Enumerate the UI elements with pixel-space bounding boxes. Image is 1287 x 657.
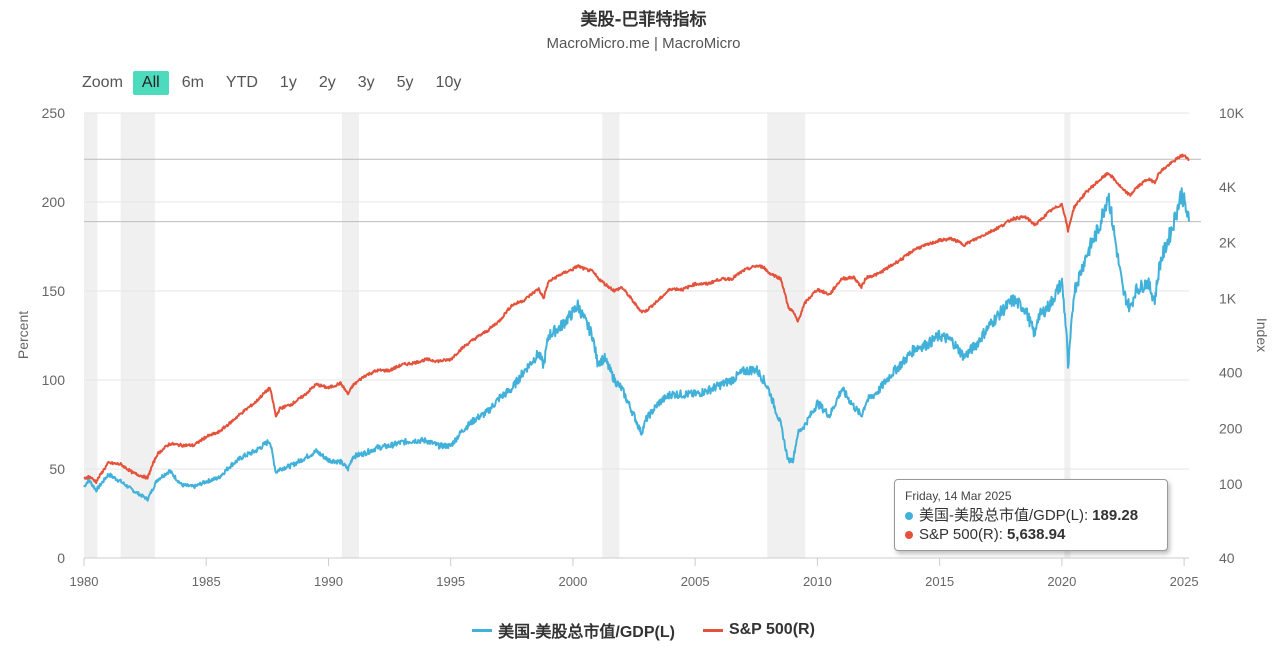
recession-band (120, 113, 155, 558)
x-tick-label: 2000 (558, 574, 587, 589)
right-tick-label: 200 (1219, 420, 1243, 436)
tooltip-row-spx: S&P 500(R): 5,638.94 (905, 525, 1157, 544)
tooltip-dot-spx (905, 530, 913, 539)
chart-title: 美股-巴菲特指标 (580, 10, 707, 30)
legend-label-spx: S&P 500(R) (728, 621, 815, 638)
legend: 美国-美股总市值/GDP(L) S&P 500(R) (0, 618, 1287, 642)
right-tick-label: 1K (1219, 291, 1237, 307)
tooltip-dot-gdp (905, 511, 913, 520)
x-tick-label: 1990 (314, 574, 343, 589)
range-button-6m[interactable]: 6m (181, 74, 204, 91)
gridlines (84, 112, 1189, 470)
recession-band (767, 113, 806, 558)
left-tick-label: 150 (42, 283, 66, 299)
x-tick-label: 2020 (1047, 574, 1076, 589)
chart-subtitle: MacroMicro.me | MacroMicro (546, 35, 741, 52)
range-button-ytd[interactable]: YTD (225, 74, 258, 91)
range-button-10y[interactable]: 10y (435, 74, 462, 91)
legend-item-spx[interactable]: S&P 500(R) (702, 618, 815, 642)
x-tick-label: 1980 (70, 574, 99, 589)
right-tick-label: 2K (1219, 235, 1237, 251)
range-button-3y[interactable]: 3y (357, 74, 375, 91)
zoom-label: Zoom (82, 74, 123, 91)
x-tick-label: 1995 (436, 574, 465, 589)
x-tick-label: 2010 (803, 574, 832, 589)
series-lines (83, 153, 1190, 502)
range-button-5y[interactable]: 5y (396, 74, 414, 91)
tooltip-date: Friday, 14 Mar 2025 (905, 489, 1012, 503)
left-tick-label: 250 (42, 105, 66, 121)
tooltip: Friday, 14 Mar 2025 美国-美股总市值/GDP(L): 189… (894, 479, 1168, 551)
tooltip-label-spx: S&P 500(R): (919, 526, 1003, 543)
right-tick-label: 40 (1219, 550, 1235, 566)
range-button-all[interactable]: All (132, 71, 169, 95)
legend-item-gdp[interactable]: 美国-美股总市值/GDP(L) (472, 618, 675, 642)
tooltip-row-gdp: 美国-美股总市值/GDP(L): 189.28 (905, 506, 1157, 525)
legend-swatch-spx (702, 628, 723, 632)
tooltip-value-gdp: 189.28 (1092, 507, 1139, 524)
recession-band (84, 113, 98, 558)
x-tick-label: 1985 (192, 574, 221, 589)
series-line-gdp (83, 187, 1190, 502)
x-tick-label: 2005 (681, 574, 710, 589)
x-tick-label: 2015 (925, 574, 954, 589)
legend-swatch-gdp (472, 628, 493, 632)
recession-band (602, 113, 620, 558)
reference-lines (84, 158, 1201, 223)
left-tick-label: 0 (57, 550, 65, 566)
left-tick-label: 200 (42, 194, 66, 210)
right-axis-title: Index (1254, 318, 1270, 352)
legend-label-gdp: 美国-美股总市值/GDP(L) (498, 624, 675, 641)
range-selector: Zoom All 6m YTD 1y 2y 3y 5y 10y (80, 69, 474, 97)
recession-band (341, 113, 360, 558)
tooltip-value-spx: 5,638.94 (1006, 526, 1066, 543)
range-button-2y[interactable]: 2y (318, 74, 336, 91)
tooltip-label-gdp: 美国-美股总市值/GDP(L): (919, 507, 1089, 524)
left-axis-title: Percent (15, 311, 31, 359)
series-line-spx (83, 153, 1190, 484)
right-tick-label: 100 (1219, 476, 1243, 492)
right-tick-label: 4K (1219, 179, 1237, 195)
range-button-1y[interactable]: 1y (279, 74, 297, 91)
left-tick-label: 50 (49, 461, 65, 477)
right-tick-label: 400 (1219, 364, 1243, 380)
axes: 0 50 100 150 200 250 40 100 200 400 1K 2K 4K 10K 1980 1… (42, 105, 1245, 589)
x-tick-label: 2025 (1170, 574, 1199, 589)
left-tick-label: 100 (42, 372, 66, 388)
right-tick-label: 10K (1219, 105, 1245, 121)
